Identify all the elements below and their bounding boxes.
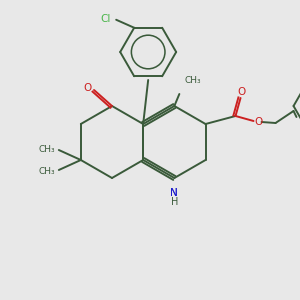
Text: O: O (254, 117, 263, 127)
Text: O: O (237, 87, 246, 97)
Text: Cl: Cl (101, 14, 111, 24)
Text: N: N (170, 188, 178, 198)
Text: O: O (84, 83, 92, 93)
Text: CH₃: CH₃ (38, 145, 55, 154)
Text: CH₃: CH₃ (38, 167, 55, 176)
Text: CH₃: CH₃ (184, 76, 201, 85)
Text: N: N (170, 188, 178, 198)
Text: H: H (171, 197, 178, 207)
